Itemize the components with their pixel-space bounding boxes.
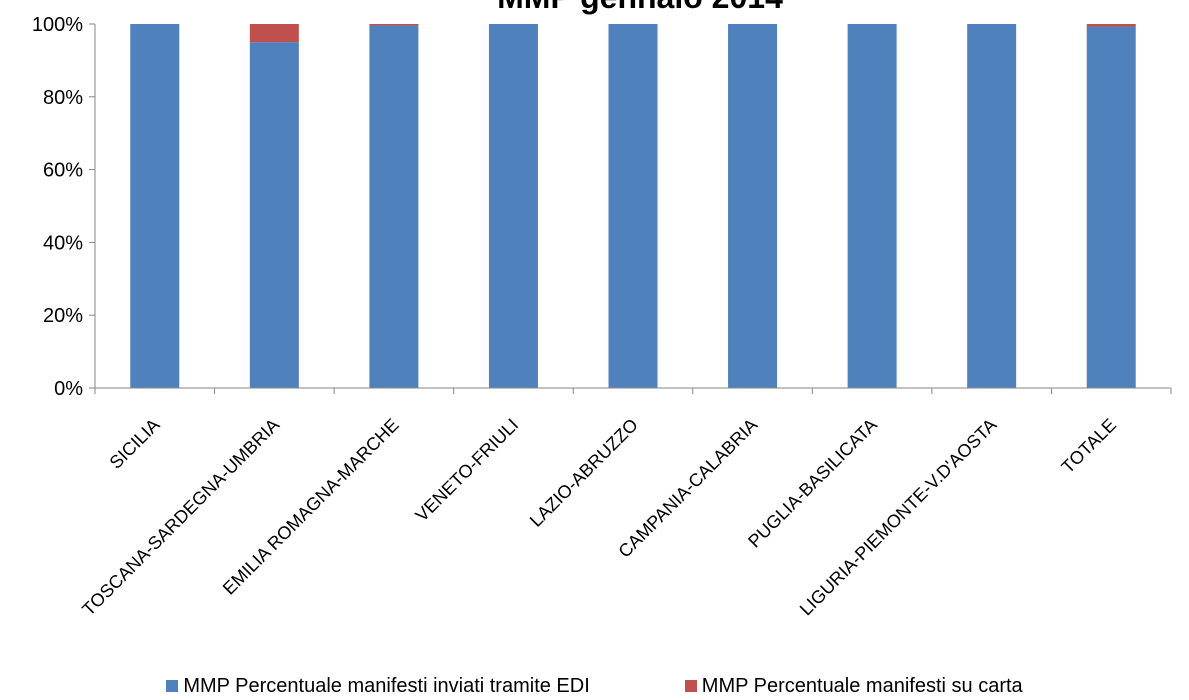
bar-edi [249,42,299,388]
bar-edi [608,24,658,388]
bar-edi [1086,26,1136,388]
legend-label-edi: MMP Percentuale manifesti inviati tramit… [183,674,590,697]
bar-edi [847,24,897,388]
y-tick-label: 20% [43,305,83,327]
legend-item-carta: MMP Percentuale manifesti su carta [684,672,1023,700]
y-tick-label: 100% [32,14,83,36]
x-category-label: VENETO-FRIULI [411,415,522,526]
legend-label-carta: MMP Percentuale manifesti su carta [701,674,1023,697]
legend-swatch-carta [684,680,697,692]
x-category-label: LAZIO-ABRUZZO [526,415,642,531]
legend: MMP Percentuale manifesti inviati tramit… [0,672,1189,700]
bar-edi [967,24,1017,388]
x-category-label: PUGLIA-BASILICATA [744,415,881,552]
bar-edi [369,25,419,389]
y-tick-label: 80% [43,87,83,109]
legend-swatch-edi [166,680,179,692]
bar-edi [728,24,778,388]
bar-carta [249,24,299,43]
bar-carta [369,24,419,26]
y-tick-label: 40% [43,232,83,254]
bar-edi [488,24,538,388]
bar-carta [1086,24,1136,27]
x-category-label: CAMPANIA-CALABRIA [615,415,762,562]
x-category-label: TOSCANA-SARDEGNA-UMBRIA [78,415,283,620]
legend-item-edi: MMP Percentuale manifesti inviati tramit… [166,672,590,700]
plot-area: 0% 20% 40% 60% 80% 100% SICILIATOSCANA-SARDEGN… [32,14,1172,620]
x-category-label: SICILIA [106,415,164,473]
y-tick-label: 0% [54,378,83,400]
bar-edi [130,24,180,388]
y-tick-label: 60% [43,160,83,182]
x-category-label: TOTALE [1058,415,1120,477]
x-category-label: LIGURIA-PIEMONTE-V.D'AOSTA [796,415,1001,620]
chart-title: MMP gennaio 2014 [497,0,783,15]
